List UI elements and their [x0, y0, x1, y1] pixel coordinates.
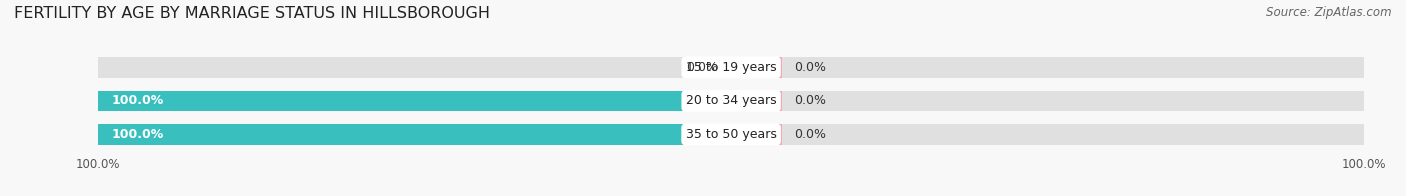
Text: 0.0%: 0.0% [794, 61, 827, 74]
Bar [731, 91, 782, 111]
Bar [98, 124, 1364, 145]
Text: 35 to 50 years: 35 to 50 years [686, 128, 776, 141]
Text: 100.0%: 100.0% [111, 94, 163, 107]
Bar [98, 91, 731, 111]
Text: 20 to 34 years: 20 to 34 years [686, 94, 776, 107]
Text: FERTILITY BY AGE BY MARRIAGE STATUS IN HILLSBOROUGH: FERTILITY BY AGE BY MARRIAGE STATUS IN H… [14, 6, 491, 21]
Bar [98, 57, 1364, 78]
Bar [98, 124, 731, 145]
Text: 0.0%: 0.0% [794, 94, 827, 107]
Text: 0.0%: 0.0% [794, 128, 827, 141]
Bar [98, 91, 1364, 111]
Text: Source: ZipAtlas.com: Source: ZipAtlas.com [1267, 6, 1392, 19]
Text: 0.0%: 0.0% [686, 61, 718, 74]
Bar [731, 124, 782, 145]
Text: 100.0%: 100.0% [111, 128, 163, 141]
Bar [731, 57, 782, 78]
Text: 15 to 19 years: 15 to 19 years [686, 61, 776, 74]
